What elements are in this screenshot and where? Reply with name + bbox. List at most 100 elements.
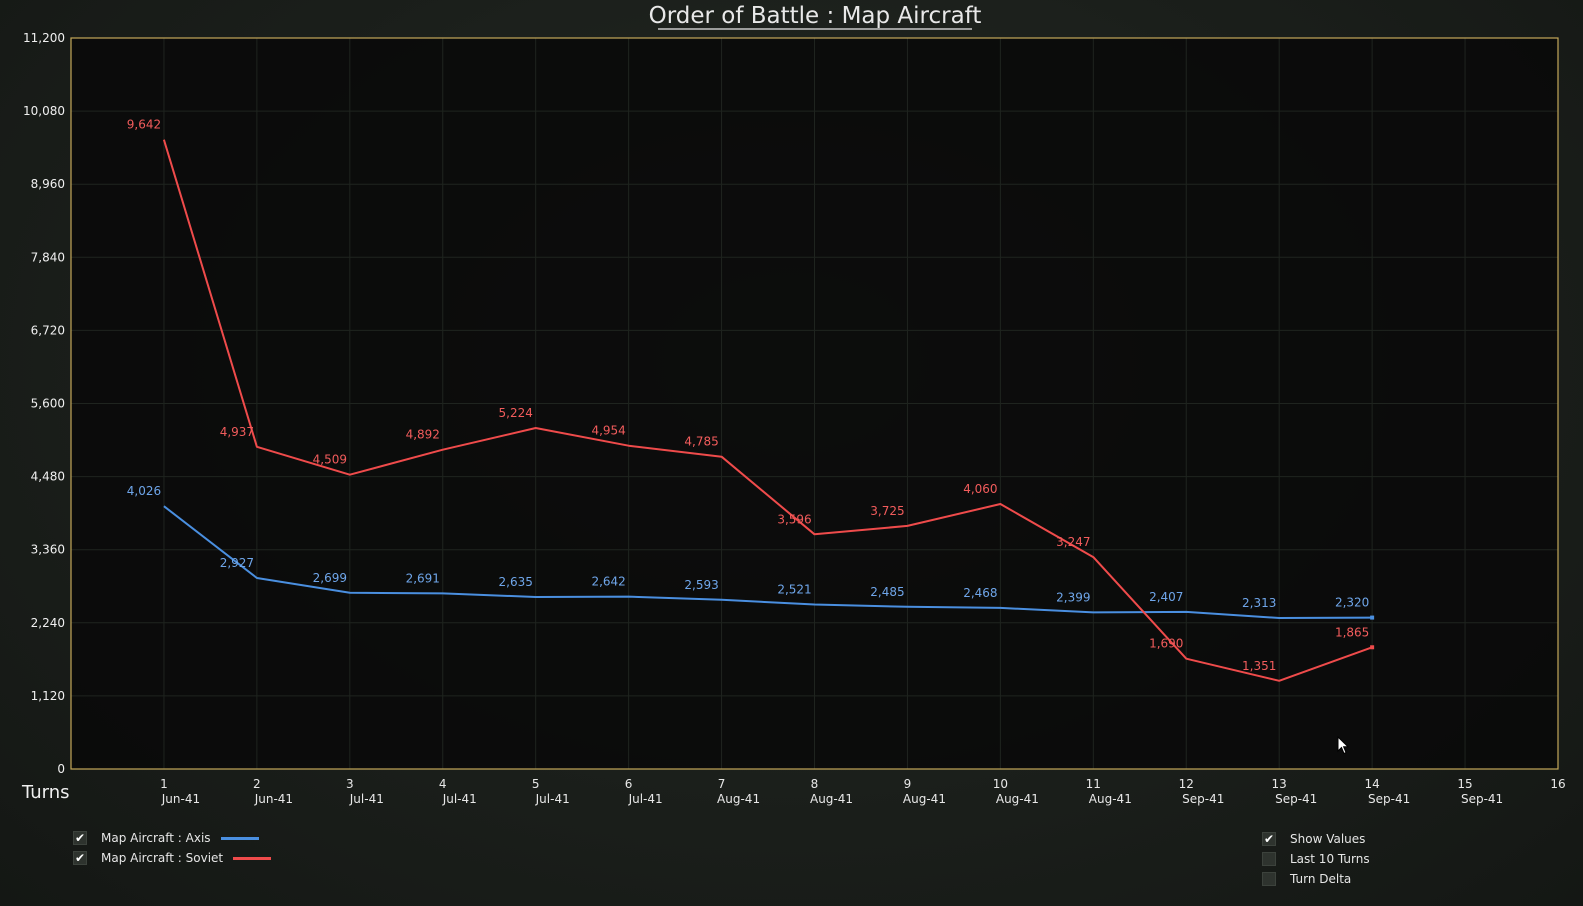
data-label-axis: 2,635 [499,575,533,589]
y-axis-ticks: 0 1,120 2,240 3,360 4,480 5,600 6,720 7,840 8,96… [23,31,65,776]
data-label-soviet: 9,642 [127,118,161,132]
x-tick-date: Sep-41 [1275,792,1317,806]
y-tick-label: 6,720 [31,323,65,337]
x-tick-turn: 2 [253,777,261,791]
x-tick-date: Jul-41 [535,792,570,806]
legend-soviet-checkbox[interactable]: ✔ [73,851,87,865]
check-icon: ✔ [74,831,86,845]
chart-options: ✔ Show Values Last 10 Turns Turn Delta [1262,829,1370,889]
y-tick-label: 3,360 [31,543,65,557]
y-tick-label: 8,960 [31,177,65,191]
x-tick-turn: 7 [718,777,726,791]
plot-border [70,37,1559,770]
x-tick-date: Aug-41 [717,792,760,806]
data-label-axis: 2,485 [870,585,904,599]
y-tick-label: 5,600 [31,397,65,411]
data-label-axis: 2,407 [1149,590,1183,604]
check-icon: ✔ [74,851,86,865]
data-label-soviet: 3,725 [870,504,904,518]
data-label-soviet: 4,060 [963,482,997,496]
data-label-soviet: 5,224 [499,406,533,420]
y-tick-label: 2,240 [31,616,65,630]
data-label-axis: 2,468 [963,586,997,600]
legend-axis-checkbox[interactable]: ✔ [73,831,87,845]
grid-lines [71,38,1558,769]
series-end-marker-soviet [1370,645,1375,650]
x-tick-date: Jul-41 [349,792,384,806]
data-label-soviet: 1,690 [1149,637,1183,651]
x-tick-date: Aug-41 [810,792,853,806]
data-label-soviet: 1,865 [1335,625,1369,639]
legend-item-soviet[interactable]: ✔ Map Aircraft : Soviet [73,848,272,868]
x-tick-date: Jul-41 [442,792,477,806]
data-label-soviet: 4,937 [220,425,254,439]
data-label-axis: 2,521 [777,582,811,596]
series-line-axis [163,505,1373,619]
check-icon: ✔ [1263,832,1275,846]
data-labels: 4,026 2,927 2,699 2,691 2,635 2,642 2,593 2,521… [127,118,1370,673]
x-tick-date: Aug-41 [903,792,946,806]
x-tick-turn: 9 [904,777,912,791]
x-tick-turn: 15 [1457,777,1472,791]
data-label-soviet: 1,351 [1242,659,1276,673]
x-tick-date: Jun-41 [254,792,293,806]
turn-delta-checkbox[interactable] [1262,872,1276,886]
show-values-label: Show Values [1290,832,1366,846]
data-label-axis: 2,927 [220,556,254,570]
legend-soviet-label: Map Aircraft : Soviet [101,851,224,865]
series-line-soviet [162,139,1373,682]
show-values-checkbox[interactable]: ✔ [1262,832,1276,846]
data-label-axis: 2,399 [1056,590,1090,604]
x-tick-turn: 5 [532,777,540,791]
data-label-axis: 2,699 [313,571,347,585]
x-tick-turn: 12 [1179,777,1194,791]
data-label-axis: 4,026 [127,484,161,498]
x-tick-turn: 13 [1272,777,1287,791]
y-tick-label: 7,840 [31,250,65,264]
x-axis-label: Turns [21,782,70,803]
data-label-axis: 2,593 [684,578,718,592]
data-label-soviet: 3,596 [777,512,811,526]
y-tick-label: 0 [57,762,65,776]
legend-axis-swatch [220,836,259,840]
x-tick-date: Sep-41 [1368,792,1410,806]
x-tick-turn: 3 [346,777,354,791]
legend: ✔ Map Aircraft : Axis ✔ Map Aircraft : S… [73,828,272,868]
y-tick-label: 1,120 [31,689,65,703]
option-turn-delta[interactable]: Turn Delta [1262,869,1370,889]
x-tick-date: Sep-41 [1182,792,1224,806]
series-lines [162,139,1375,682]
data-label-soviet: 4,954 [591,424,625,438]
x-tick-turn: 4 [439,777,447,791]
data-label-soviet: 4,509 [313,453,347,467]
x-tick-turn: 14 [1364,777,1379,791]
x-tick-turn: 8 [811,777,819,791]
x-tick-turn: 6 [625,777,633,791]
x-tick-turn: 10 [993,777,1008,791]
data-label-soviet: 3,247 [1056,535,1090,549]
option-last-10-turns[interactable]: Last 10 Turns [1262,849,1370,869]
data-label-soviet: 4,892 [406,428,440,442]
x-tick-date: Sep-41 [1461,792,1503,806]
legend-axis-label: Map Aircraft : Axis [101,831,211,845]
x-axis-ticks: 1Jun-412Jun-413Jul-414Jul-415Jul-416Jul-… [160,777,1566,806]
data-label-axis: 2,313 [1242,596,1276,610]
chart-title-group: Order of Battle : Map Aircraft [649,3,982,30]
last-10-turns-label: Last 10 Turns [1290,852,1370,866]
chart-title: Order of Battle : Map Aircraft [649,3,982,29]
data-label-axis: 2,320 [1335,596,1369,610]
y-tick-label: 4,480 [31,470,65,484]
x-tick-turn: 16 [1550,777,1565,791]
x-tick-date: Aug-41 [996,792,1039,806]
x-tick-turn: 1 [160,777,168,791]
legend-soviet-swatch [233,856,272,860]
legend-item-axis[interactable]: ✔ Map Aircraft : Axis [73,828,271,848]
option-show-values[interactable]: ✔ Show Values [1262,829,1370,849]
last-10-turns-checkbox[interactable] [1262,852,1276,866]
y-tick-label: 10,080 [23,104,65,118]
mouse-cursor-icon [1337,736,1350,755]
x-tick-date: Aug-41 [1089,792,1132,806]
data-label-axis: 2,642 [591,575,625,589]
turn-delta-label: Turn Delta [1290,872,1352,886]
data-label-soviet: 4,785 [684,435,718,449]
